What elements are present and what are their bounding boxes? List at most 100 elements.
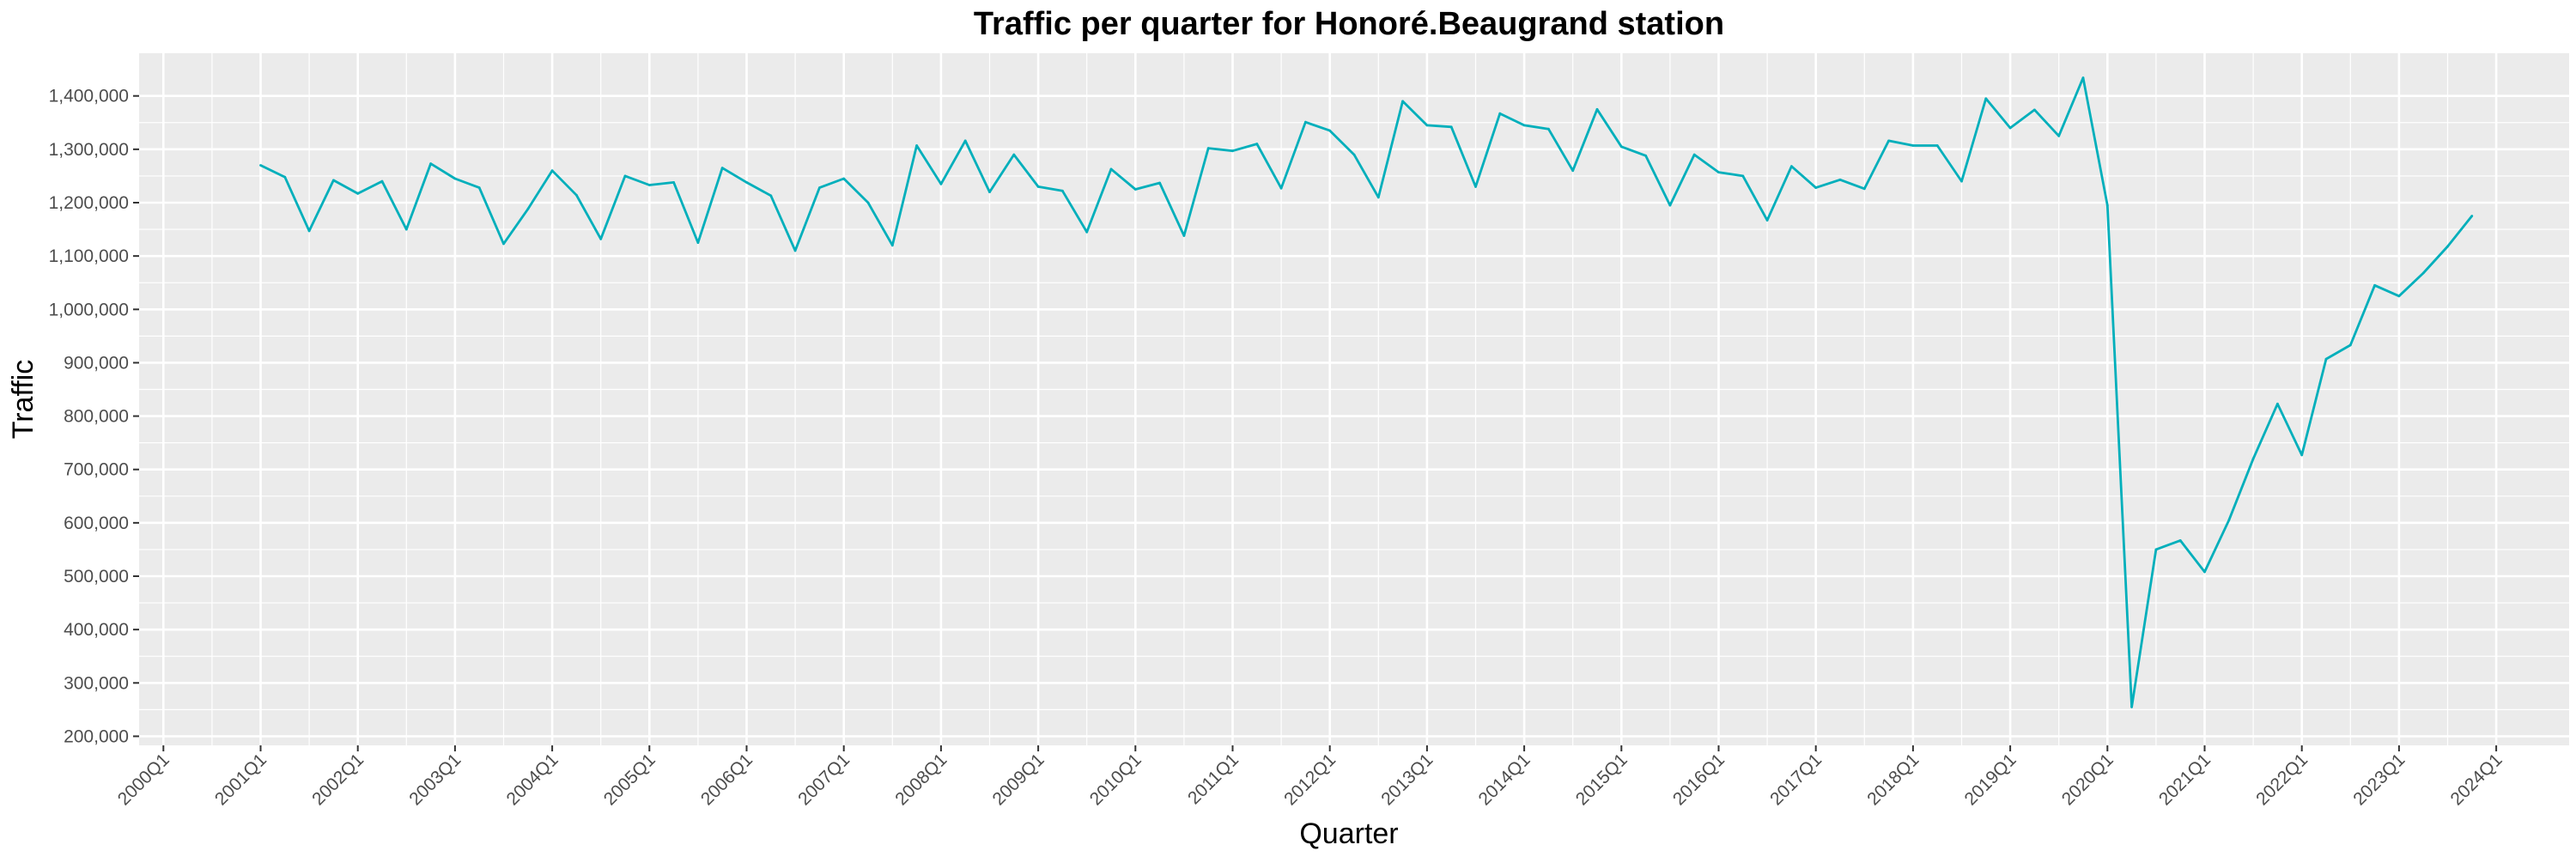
data-point [550,169,554,173]
data-point [1206,147,1210,150]
x-tick-label: 2024Q1 [2447,750,2506,809]
data-point [2397,295,2401,298]
x-tick-label: 2017Q1 [1766,750,1826,809]
x-tick-label: 2015Q1 [1572,750,1631,809]
data-point [1595,107,1599,111]
data-point [1474,185,1477,188]
x-tick-label: 2012Q1 [1280,750,1340,809]
data-point [1158,181,1161,185]
data-point [1960,179,1963,183]
x-tick-label: 2023Q1 [2349,750,2409,809]
data-point [283,175,287,179]
data-point [1741,174,1745,178]
data-point [1279,186,1283,190]
x-tick-label: 2003Q1 [405,750,465,809]
x-tick-label: 2020Q1 [2058,750,2117,809]
data-point [1401,100,1404,103]
x-tick-label: 2022Q1 [2252,750,2312,809]
data-point [1182,234,1186,237]
data-point [2251,457,2255,460]
data-point [720,167,724,170]
data-point [672,181,675,184]
data-point [1717,171,1720,174]
data-point [1571,169,1575,173]
data-point [2470,215,2474,217]
data-point [332,179,335,182]
data-point [2178,539,2182,542]
series-line [259,76,2473,708]
data-point [696,241,700,244]
x-tick-label: 2005Q1 [600,750,659,809]
y-tick-label: 1,200,000 [49,193,129,213]
y-tick-label: 200,000 [64,726,129,746]
data-point [453,177,457,180]
x-tick-label: 2002Q1 [308,750,368,809]
x-tick-label: 2014Q1 [1475,750,1534,809]
data-point [963,139,967,143]
data-point [1911,144,1915,147]
data-point [2300,453,2304,457]
data-point [1838,178,1842,181]
data-point [647,184,651,186]
data-point [1522,124,1526,127]
x-tick-label: 2016Q1 [1669,750,1728,809]
data-point [2324,357,2328,361]
data-point [429,162,432,166]
x-tick-label: 2007Q1 [794,750,854,809]
x-tick-label: 2013Q1 [1377,750,1437,809]
data-point [1449,125,1453,129]
y-tick-label: 300,000 [64,673,129,693]
x-tick-label: 2009Q1 [989,750,1048,809]
data-point [1547,127,1550,131]
data-point [1814,186,1818,190]
data-point [939,182,943,185]
y-tick-label: 900,000 [64,353,129,373]
x-tick-label: 2000Q1 [114,750,173,809]
x-tick-label: 2010Q1 [1086,750,1145,809]
x-tick-label: 2011Q1 [1184,750,1242,808]
data-point [2154,548,2158,551]
data-point [502,242,505,246]
y-tick-label: 1,100,000 [49,246,129,266]
data-point [793,249,797,252]
y-tick-label: 500,000 [64,567,129,586]
data-point [2348,343,2352,347]
data-point [1425,124,1429,127]
data-point [404,228,408,231]
data-point [1790,165,1793,168]
data-point [1668,204,1672,207]
data-point [1498,112,1502,115]
data-point [1061,189,1064,192]
y-tick-label: 1,400,000 [49,87,129,106]
x-axis: 2000Q1 2001Q1 2002Q1 2003Q1 2004Q1 2005Q1 2006… [114,745,2506,809]
data-point [2008,126,2012,130]
y-tick-label: 400,000 [64,620,129,640]
data-point [2081,76,2085,79]
x-tick-label: 2004Q1 [503,750,562,809]
data-point [988,191,991,194]
data-point [2421,271,2425,275]
data-point [599,237,603,240]
data-point [1133,188,1137,191]
x-tick-label: 2019Q1 [1961,750,2020,809]
data-point [866,201,870,204]
x-tick-label: 2018Q1 [1863,750,1923,809]
y-axis: 200,000 300,000 400,000 500,000 600,000 700,0… [49,87,139,746]
data-point [769,194,773,198]
data-point [890,244,894,247]
data-point [1085,230,1089,234]
series-layer [259,76,2474,708]
data-point [1765,219,1769,222]
data-point [2057,134,2061,137]
data-point [1935,144,1939,147]
x-tick-label: 2001Q1 [211,750,270,809]
data-point [2227,519,2231,522]
data-point [1862,187,1866,191]
data-point [1328,129,1332,132]
x-tick-label: 2021Q1 [2155,750,2215,809]
data-point [2203,570,2206,574]
grid-lines [139,53,2569,745]
x-tick-label: 2006Q1 [697,750,756,809]
